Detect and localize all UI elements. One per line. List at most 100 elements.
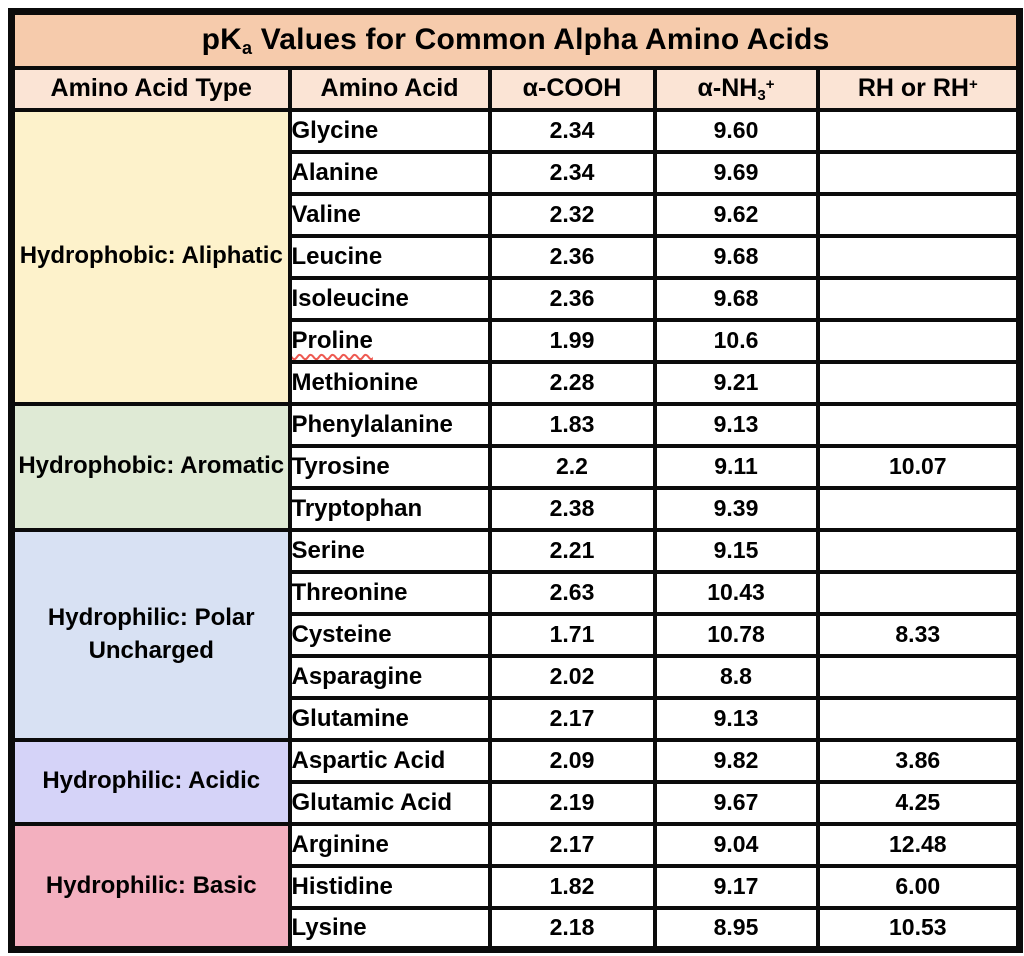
table-row: Cysteine 1.71 10.78 8.33	[12, 611, 1022, 658]
nh3-value: 9.39	[652, 485, 820, 532]
group-cell-hydrophilic-polar-uncharged: Hydrophilic: Polar Uncharged	[9, 527, 292, 742]
amino-acid-name: Proline	[287, 317, 492, 364]
rh-value	[815, 191, 1022, 238]
rh-value	[815, 653, 1022, 700]
pka-table: pKa Values for Common Alpha Amino Acids …	[8, 8, 1024, 953]
rh-value: 4.25	[815, 779, 1022, 826]
misspelled-word-squiggle: Proline	[291, 326, 373, 354]
nh3-value: 9.21	[652, 359, 820, 406]
amino-acid-name: Serine	[287, 527, 492, 574]
group-cell-hydrophilic-acidic: Hydrophilic: Acidic	[9, 737, 292, 826]
group-cell-hydrophobic-aliphatic: Hydrophobic: Aliphatic	[9, 107, 292, 406]
rh-value	[815, 275, 1022, 322]
amino-acid-name: Methionine	[287, 359, 492, 406]
amino-acid-name: Histidine	[287, 863, 492, 910]
table-row: Valine 2.32 9.62	[12, 191, 1022, 238]
nh3-value: 10.43	[652, 569, 820, 616]
cooh-value: 1.99	[487, 317, 657, 364]
table-row: Hydrophilic: Polar Uncharged Serine 2.21…	[9, 527, 1022, 742]
nh3-value: 9.13	[652, 695, 820, 742]
table-row: Amino Acid Type Amino Acid α-COOH α-NH3+…	[9, 65, 1022, 112]
table-row: Lysine 2.18 8.95 10.53	[12, 905, 1022, 952]
nh3-value: 9.17	[652, 863, 820, 910]
col-header-amino-acid-type: Amino Acid Type	[9, 65, 292, 112]
amino-acid-name: Glycine	[287, 107, 492, 154]
rh-value: 10.07	[815, 443, 1022, 490]
cooh-value: 2.34	[487, 107, 657, 154]
nh3-value: 9.67	[652, 779, 820, 826]
rh-value	[815, 317, 1022, 364]
nh3-value: 10.6	[652, 317, 820, 364]
table-row: Leucine 2.36 9.68	[12, 233, 1022, 280]
nh3-value: 9.60	[652, 107, 820, 154]
rh-value	[815, 485, 1022, 532]
amino-acid-name: Isoleucine	[287, 275, 492, 322]
table-row: Proline 1.99 10.6	[12, 317, 1022, 364]
amino-acid-name: Glutamine	[287, 695, 492, 742]
col-header-alpha-nh3: α-NH3+	[652, 65, 820, 112]
col-header-amino-acid: Amino Acid	[287, 65, 492, 112]
cooh-value: 2.32	[487, 191, 657, 238]
rh-value	[815, 149, 1022, 196]
table-row: Asparagine 2.02 8.8	[12, 653, 1022, 700]
amino-acid-name: Tyrosine	[287, 443, 492, 490]
table-row: Tryptophan 2.38 9.39	[12, 485, 1022, 532]
table-row: pKa Values for Common Alpha Amino Acids	[9, 9, 1022, 70]
table-row: Hydrophobic: Aliphatic Glycine 2.34 9.60	[9, 107, 1022, 406]
table-row: Glutamine 2.17 9.13	[12, 695, 1022, 742]
table-row: Tyrosine 2.2 9.11 10.07	[12, 443, 1022, 490]
nh3-value: 9.68	[652, 233, 820, 280]
nh3-value: 9.69	[652, 149, 820, 196]
amino-acid-name: Arginine	[287, 821, 492, 868]
col-header-rh: RH or RH+	[815, 65, 1022, 112]
amino-acid-name: Tryptophan	[287, 485, 492, 532]
amino-acid-name: Glutamic Acid	[287, 779, 492, 826]
amino-acid-name: Leucine	[287, 233, 492, 280]
table-row: Histidine 1.82 9.17 6.00	[12, 863, 1022, 910]
amino-acid-name: Lysine	[287, 905, 492, 952]
col-header-alpha-cooh: α-COOH	[487, 65, 657, 112]
amino-acid-name: Asparagine	[287, 653, 492, 700]
rh-value: 6.00	[815, 863, 1022, 910]
cooh-value: 1.82	[487, 863, 657, 910]
cooh-value: 2.17	[487, 695, 657, 742]
amino-acid-name: Valine	[287, 191, 492, 238]
nh3-value: 8.8	[652, 653, 820, 700]
table-title: pKa Values for Common Alpha Amino Acids	[9, 9, 1022, 70]
cooh-value: 2.09	[487, 737, 657, 784]
nh3-value: 9.13	[652, 401, 820, 448]
cooh-value: 2.17	[487, 821, 657, 868]
nh3-value: 9.04	[652, 821, 820, 868]
rh-value	[815, 107, 1022, 154]
group-cell-hydrophilic-basic: Hydrophilic: Basic	[9, 821, 292, 952]
nh3-value: 9.68	[652, 275, 820, 322]
nh3-value: 9.82	[652, 737, 820, 784]
cooh-value: 1.71	[487, 611, 657, 658]
nh3-value: 9.11	[652, 443, 820, 490]
table-row: Threonine 2.63 10.43	[12, 569, 1022, 616]
cooh-value: 2.38	[487, 485, 657, 532]
cooh-value: 1.83	[487, 401, 657, 448]
rh-value: 12.48	[815, 821, 1022, 868]
nh3-value: 9.62	[652, 191, 820, 238]
table-row: Alanine 2.34 9.69	[12, 149, 1022, 196]
amino-acid-name: Aspartic Acid	[287, 737, 492, 784]
table-row: Hydrophilic: Acidic Aspartic Acid 2.09 9…	[9, 737, 1022, 826]
table-row: Methionine 2.28 9.21	[12, 359, 1022, 406]
rh-value: 3.86	[815, 737, 1022, 784]
cooh-value: 2.2	[487, 443, 657, 490]
cooh-value: 2.34	[487, 149, 657, 196]
cooh-value: 2.36	[487, 275, 657, 322]
rh-value: 10.53	[815, 905, 1022, 952]
amino-acid-name: Alanine	[287, 149, 492, 196]
rh-value: 8.33	[815, 611, 1022, 658]
nh3-value: 10.78	[652, 611, 820, 658]
cooh-value: 2.63	[487, 569, 657, 616]
cooh-value: 2.19	[487, 779, 657, 826]
table-row: Hydrophobic: Aromatic Phenylalanine 1.83…	[9, 401, 1022, 532]
cooh-value: 2.21	[487, 527, 657, 574]
table-row: Glutamic Acid 2.19 9.67 4.25	[12, 779, 1022, 826]
cooh-value: 2.36	[487, 233, 657, 280]
rh-value	[815, 695, 1022, 742]
nh3-value: 8.95	[652, 905, 820, 952]
